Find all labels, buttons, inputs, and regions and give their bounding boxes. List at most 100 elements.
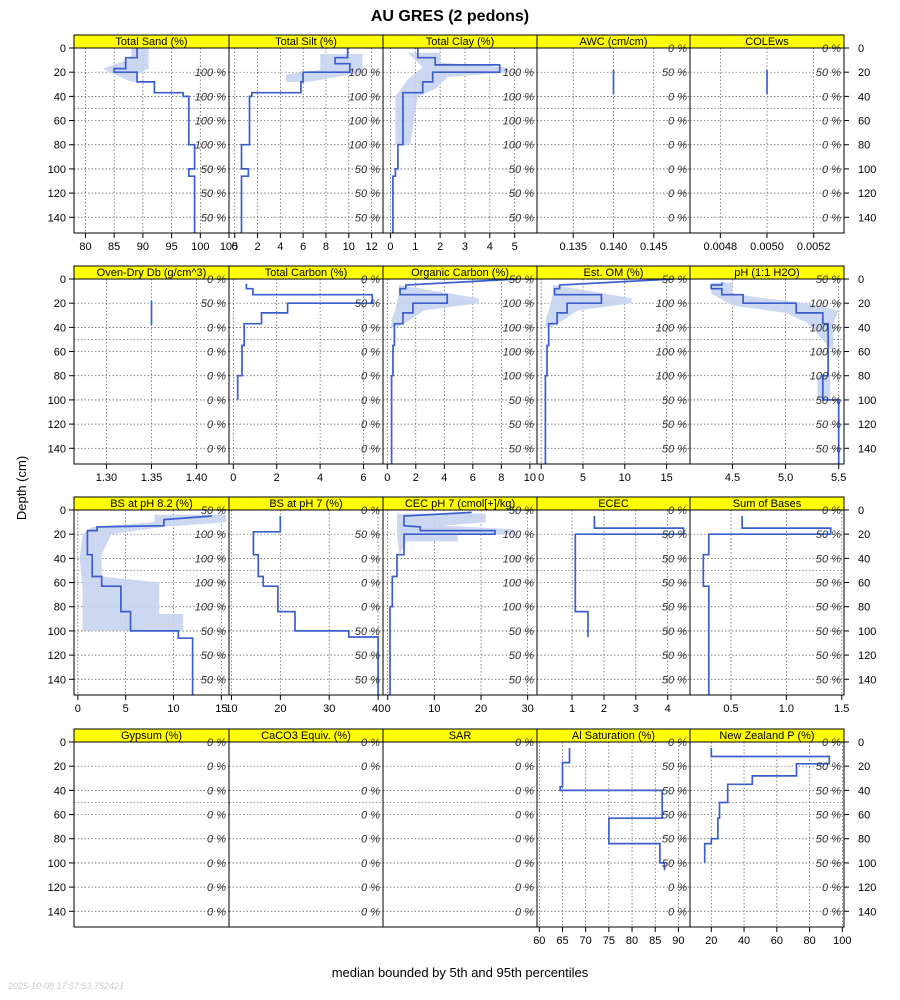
panel: AWC (cm/cm) 0 % 50 % 0 % 0 % 0 % 0 % 0 % 0 % 0.13… [536,34,691,253]
x-tick-label: 10 [619,472,631,484]
x-tick-label: 2 [254,241,260,253]
y-tick-label: 80 [54,602,66,614]
panel: Organic Carbon (%)50 %100 %100 %100 %100… [382,265,538,484]
median-line [389,511,496,695]
completeness-label: 50 % [662,443,687,455]
completeness-label: 50 % [509,505,534,517]
completeness-label: 100 % [656,347,687,359]
panel-title: New Zealand P (%) [719,730,814,742]
completeness-label: 0 % [361,785,380,797]
completeness-label: 0 % [207,347,226,359]
completeness-label: 50 % [816,834,841,846]
completeness-label: 50 % [509,188,534,200]
completeness-label: 50 % [662,626,687,638]
x-tick-label: 10 [343,241,355,253]
completeness-label: 0 % [361,274,380,286]
median-line [703,748,831,863]
completeness-label: 50 % [816,674,841,686]
completeness-label: 50 % [355,298,380,310]
y-tick-label: 0 [60,43,66,55]
completeness-label: 0 % [822,91,841,103]
completeness-label: 0 % [361,505,380,517]
completeness-label: 0 % [207,274,226,286]
panel-title: Gypsum (%) [121,730,182,742]
completeness-label: 0 % [822,882,841,894]
completeness-label: 0 % [207,858,226,870]
y-tick-label: 60 [858,116,870,128]
y-tick-label: 60 [54,347,66,359]
completeness-label: 50 % [509,626,534,638]
panel: New Zealand P (%) 0 % 50 % 50 % 50 % 50 % 50 %… [689,728,876,947]
panel: Est. OM (%) 50 % 100 % 100 % 100 % 100 % 50 % 5… [536,265,691,484]
completeness-label: 50 % [201,212,226,224]
x-tick-label: 0.0048 [704,241,738,253]
completeness-label: 50 % [509,650,534,662]
x-tick-label: 0 [387,241,393,253]
median-line [252,516,379,695]
completeness-label: 0 % [668,505,687,517]
completeness-label: 50 % [816,395,841,407]
y-tick-label: 140 [858,212,876,224]
completeness-label: 50 % [201,188,226,200]
x-tick-label: 90 [137,241,149,253]
y-tick-label: 60 [858,810,870,822]
y-tick-label: 60 [54,810,66,822]
x-tick-label: 1.40 [186,472,207,484]
y-tick-label: 0 [60,505,66,517]
completeness-label: 100 % [503,322,534,334]
y-axis-title: Depth (cm) [14,456,29,520]
percentile-band [286,54,363,82]
panel-grid: Total Sand (%)100 %100 %100 %100 %50 %50… [48,34,876,947]
x-tick-label: 5 [123,703,129,715]
x-tick-label: 30 [522,703,534,715]
percentile-band [817,375,831,400]
y-tick-label: 20 [54,298,66,310]
median-line [113,48,196,233]
completeness-label: 50 % [662,602,687,614]
completeness-label: 50 % [509,212,534,224]
y-tick-label: 120 [48,188,66,200]
completeness-label: 50 % [816,761,841,773]
y-tick-label: 100 [858,395,876,407]
panel: BS at pH 8.2 (%) 50 % 100 % 100 % 100 % 100 %… [48,496,230,715]
completeness-label: 0 % [668,43,687,55]
completeness-label: 100 % [349,91,380,103]
x-tick-label: 75 [603,935,615,947]
timestamp: 2025-10-08 17:57:53.752421 [7,981,124,991]
x-tick-label: 85 [108,241,120,253]
completeness-label: 50 % [509,164,534,176]
y-tick-label: 20 [54,761,66,773]
x-tick-label: 1.5 [834,703,849,715]
completeness-label: 50 % [816,810,841,822]
x-tick-label: 40 [738,935,750,947]
panel-title: Total Silt (%) [275,36,337,48]
panel: pH (1:1 H2O) 50 % 100 % 100 % 100 % 100 % 50 %… [689,265,876,484]
median-line [702,516,832,695]
x-tick-label: 3 [462,241,468,253]
completeness-label: 0 % [515,810,534,822]
panel-title: Total Clay (%) [426,36,494,48]
completeness-label: 100 % [195,529,226,541]
completeness-label: 0 % [515,906,534,918]
completeness-label: 0 % [361,419,380,431]
y-tick-label: 0 [60,737,66,749]
completeness-label: 100 % [349,140,380,152]
x-tick-label: 100 [191,241,209,253]
completeness-label: 0 % [361,347,380,359]
panel-title: SAR [449,730,472,742]
completeness-label: 0 % [207,761,226,773]
median-line [86,515,212,695]
x-tick-label: 1.0 [779,703,794,715]
completeness-label: 0 % [207,834,226,846]
completeness-label: 50 % [662,419,687,431]
completeness-label: 100 % [810,322,841,334]
completeness-label: 0 % [668,91,687,103]
y-tick-label: 20 [858,529,870,541]
completeness-label: 50 % [355,212,380,224]
completeness-label: 100 % [195,602,226,614]
panel-title: Total Sand (%) [115,36,187,48]
panel-title: Est. OM (%) [584,267,644,279]
completeness-label: 100 % [195,578,226,590]
panel-frame [73,741,230,928]
